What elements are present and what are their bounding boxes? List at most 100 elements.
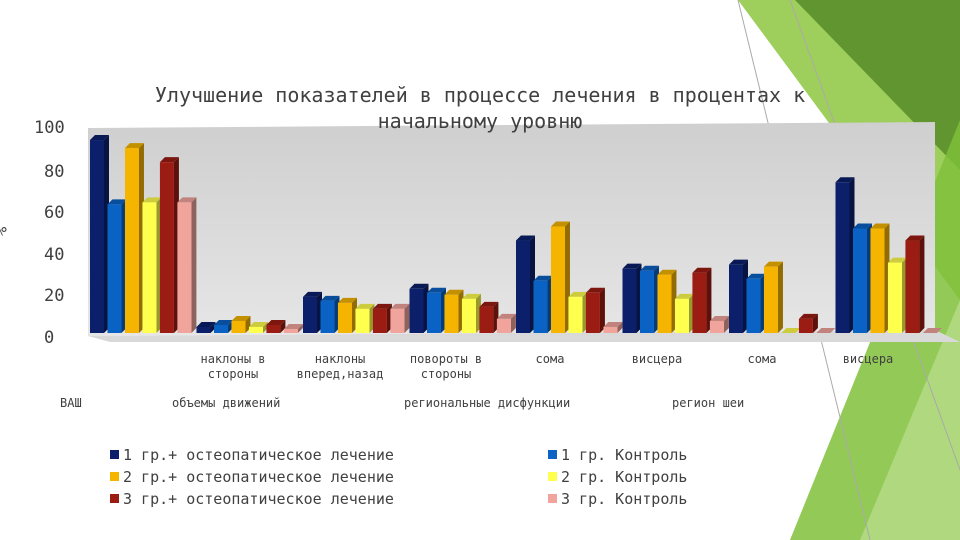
bar-top — [479, 301, 499, 307]
bar-front — [196, 326, 211, 333]
bars-group — [90, 135, 942, 333]
y-tick-0: 0 — [44, 328, 55, 348]
bar-side — [297, 323, 303, 333]
category-label: наклоны вперед,назад — [296, 352, 384, 381]
bar — [639, 265, 659, 333]
bar-flat — [922, 328, 942, 333]
legend-label: 1 гр.+ остеопатическое лечение — [123, 446, 394, 464]
legend-label: 1 гр. Контроль — [561, 446, 688, 464]
bar-side — [706, 267, 712, 333]
bar-front — [283, 328, 298, 333]
legend-item: 1 гр.+ остеопатическое лечение — [110, 444, 394, 466]
bar-front — [568, 296, 583, 333]
bar — [372, 303, 392, 333]
bar-top — [231, 315, 251, 321]
bar-front — [444, 294, 459, 333]
legend-item: 1 гр. Контроль — [548, 444, 687, 466]
legend-item: 3 гр. Контроль — [548, 488, 687, 510]
bar — [283, 323, 303, 333]
bar — [177, 197, 197, 333]
bar-top — [729, 259, 748, 265]
bar — [90, 135, 109, 333]
bar-flat — [781, 328, 801, 333]
bar-top — [746, 273, 766, 279]
legend-label: 2 гр. Контроль — [561, 468, 688, 486]
plot-area — [88, 122, 935, 336]
bar-top — [709, 315, 729, 321]
bar-front — [390, 308, 405, 333]
bar-front — [479, 306, 494, 333]
bar — [568, 291, 588, 333]
bar — [922, 328, 942, 333]
bar-front — [639, 270, 654, 333]
bar — [622, 263, 642, 333]
bar-front — [905, 240, 920, 333]
bar — [887, 257, 907, 333]
bar-top — [852, 223, 872, 229]
bar-side — [191, 197, 197, 333]
bar — [461, 293, 481, 333]
bar-front — [516, 240, 530, 333]
bar-front — [231, 320, 246, 333]
bar-top — [461, 293, 481, 299]
y-tick-20: 20 — [44, 286, 65, 306]
category-label: сома — [747, 352, 777, 366]
y-tick-80: 80 — [44, 162, 65, 182]
bar-front — [177, 202, 192, 333]
bar — [816, 328, 836, 333]
bar — [603, 321, 623, 333]
bar-front — [746, 278, 761, 333]
category-label: висцера — [842, 352, 894, 366]
bar-top — [568, 291, 588, 297]
bar-top — [90, 135, 109, 141]
bar — [729, 259, 748, 333]
bar-front — [159, 162, 174, 333]
bar-front — [409, 288, 424, 333]
bar — [355, 303, 375, 333]
bar-front — [729, 264, 743, 333]
legend-label: 3 гр. Контроль — [561, 490, 688, 508]
bar — [390, 303, 410, 333]
bar-front — [887, 262, 902, 333]
bar-side — [723, 315, 729, 333]
bar-top — [213, 319, 233, 325]
bar-top — [585, 287, 605, 293]
bar-top — [107, 199, 127, 205]
bar-front — [496, 318, 511, 333]
bar-front — [248, 326, 263, 333]
chart-title: Улучшение показателей в процессе лечения… — [154, 83, 806, 133]
bar-flat — [816, 328, 836, 333]
bar-side — [812, 313, 818, 333]
bar-front — [355, 308, 370, 333]
bar — [533, 275, 553, 333]
legend-swatch — [548, 450, 557, 459]
bar-side — [599, 287, 605, 333]
legend-item: 2 гр.+ остеопатическое лечение — [110, 466, 394, 488]
category-label: сома — [535, 352, 565, 366]
bar — [231, 315, 251, 333]
bar-front — [870, 228, 885, 333]
bar-top — [533, 275, 553, 281]
category-label: висцера — [631, 352, 683, 366]
bar-top — [603, 321, 623, 327]
bar-top — [674, 293, 694, 299]
bar-top — [870, 223, 890, 229]
bar-side — [404, 303, 410, 333]
bar-top — [142, 197, 162, 203]
bar-top — [320, 295, 340, 301]
bar-top — [905, 235, 925, 241]
y-tick-40: 40 — [44, 245, 65, 265]
bar-side — [919, 235, 925, 333]
bar — [496, 313, 516, 333]
bar-front — [692, 272, 707, 333]
legend-label: 3 гр.+ остеопатическое лечение — [123, 490, 394, 508]
bar — [674, 293, 694, 333]
bar — [124, 143, 144, 333]
group-label: регион шеи — [672, 396, 745, 410]
bar — [905, 235, 925, 333]
bar-top — [283, 323, 303, 329]
bar — [444, 289, 464, 333]
bar-top — [159, 157, 179, 163]
bar-top — [390, 303, 410, 309]
